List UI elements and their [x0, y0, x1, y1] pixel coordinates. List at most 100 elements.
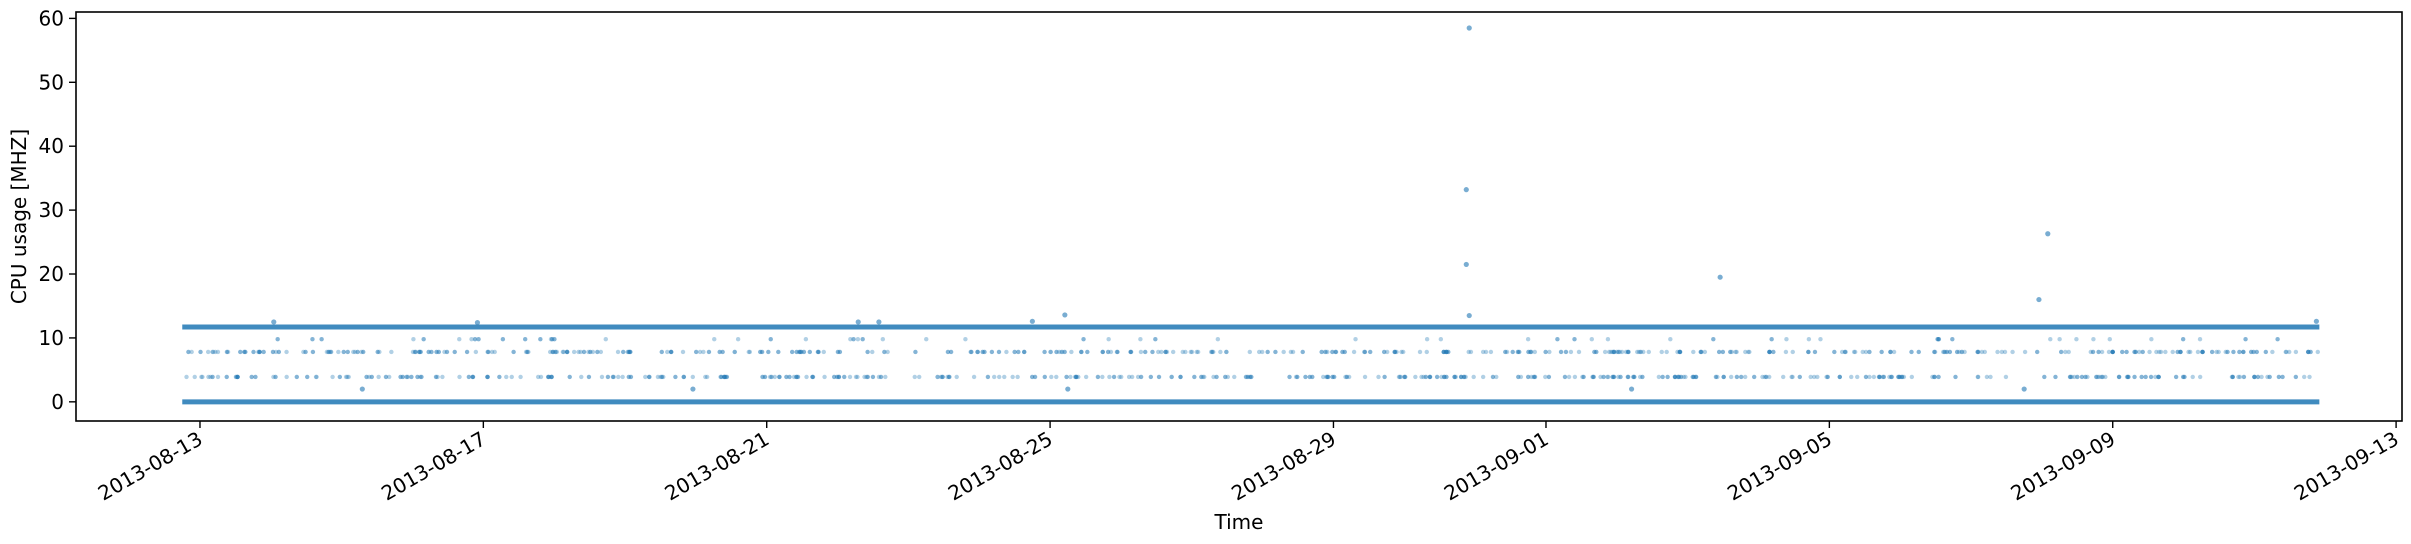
y-tick-label: 20 [39, 262, 64, 286]
data-point [567, 374, 572, 380]
data-point [810, 374, 816, 380]
data-point [2154, 349, 2159, 355]
data-point [1818, 337, 1823, 342]
data-point [535, 374, 541, 380]
data-point [2170, 349, 2175, 355]
data-point [1159, 349, 1164, 355]
data-point [1095, 374, 1101, 380]
data-point [486, 349, 491, 355]
data-point [883, 374, 888, 380]
data-point [1516, 374, 1521, 380]
data-point [1690, 374, 1695, 380]
data-point [1004, 349, 1009, 355]
data-point [1434, 374, 1440, 380]
data-point [772, 374, 778, 380]
data-point [697, 349, 703, 355]
data-point [1576, 349, 1582, 355]
data-point [1717, 274, 1723, 280]
data-point [1153, 337, 1158, 342]
data-point [1767, 374, 1772, 380]
data-point [2075, 374, 2080, 380]
data-point [341, 349, 346, 355]
data-point [1488, 349, 1494, 355]
data-point [1806, 349, 1811, 355]
data-point [1199, 374, 1204, 380]
data-point [1059, 349, 1064, 355]
data-point [1319, 349, 1324, 355]
data-point [523, 337, 528, 342]
data-point [1466, 312, 1472, 319]
data-point [2085, 374, 2090, 380]
data-point [1510, 349, 1515, 355]
data-point [1107, 374, 1112, 380]
data-point [1672, 374, 1678, 380]
data-point [1941, 349, 1946, 355]
data-point [1081, 337, 1086, 342]
data-point [2237, 374, 2243, 380]
data-point [1632, 374, 1637, 380]
data-point [1224, 349, 1229, 355]
data-point [1517, 349, 1522, 355]
data-point [1518, 374, 1524, 380]
data-point [1984, 374, 1990, 380]
plot-frame [75, 11, 2403, 422]
data-point [383, 374, 389, 380]
data-point [474, 319, 481, 326]
data-point [1117, 374, 1122, 380]
data-point [442, 349, 447, 355]
data-point [1784, 337, 1789, 342]
y-tick-label: 10 [39, 326, 64, 350]
data-point [2293, 349, 2299, 355]
data-point [571, 349, 577, 355]
data-point [870, 349, 875, 355]
data-point [794, 374, 799, 380]
data-point [2148, 374, 2154, 380]
data-point [1702, 349, 1708, 355]
data-point [610, 374, 616, 380]
data-point [457, 337, 462, 342]
data-point [1458, 374, 1464, 380]
data-point [704, 374, 710, 380]
x-tick-label: 2013-09-13 [2290, 427, 2403, 506]
data-point [565, 349, 570, 355]
data-point [253, 374, 258, 380]
data-point [500, 337, 506, 342]
data-point [303, 349, 308, 355]
data-point [1528, 349, 1533, 355]
data-point [1394, 349, 1399, 355]
data-point [1888, 349, 1893, 355]
data-point [1368, 349, 1373, 355]
data-point [848, 337, 853, 342]
data-point [2088, 349, 2093, 355]
data-point [616, 374, 621, 380]
data-point [1572, 374, 1578, 380]
data-point [681, 374, 687, 380]
data-point [2094, 374, 2099, 380]
data-point [1806, 349, 1811, 355]
data-point [211, 349, 216, 355]
data-point [1340, 349, 1345, 355]
data-point [1617, 349, 1623, 355]
data-point [415, 374, 420, 380]
data-point [659, 374, 665, 380]
data-point [1783, 349, 1789, 355]
x-tick-label: 2013-08-25 [944, 427, 1057, 506]
data-point [1273, 349, 1278, 355]
data-point [1760, 374, 1765, 380]
data-point [1322, 349, 1328, 355]
data-point [2106, 349, 2112, 355]
data-point [1397, 374, 1403, 380]
data-point [842, 374, 847, 380]
data-point [627, 349, 632, 355]
data-point [1849, 374, 1854, 380]
data-point [1746, 349, 1751, 355]
data-point [523, 349, 529, 355]
data-point [213, 349, 218, 355]
data-point [1855, 374, 1860, 380]
data-point [1944, 349, 1950, 355]
data-point [1959, 349, 1965, 355]
data-point [549, 374, 554, 380]
data-point [586, 374, 592, 380]
data-point [198, 349, 203, 355]
data-point [1879, 349, 1884, 355]
